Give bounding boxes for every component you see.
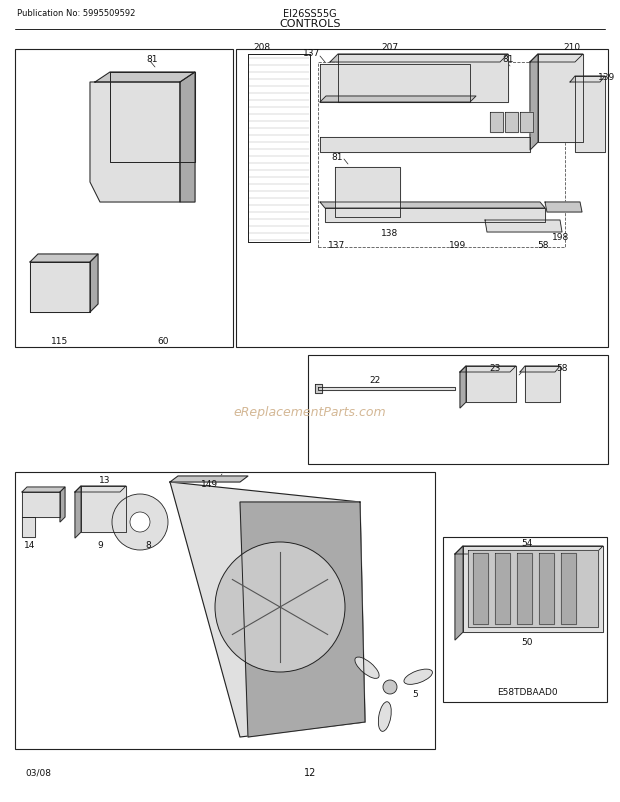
Text: 208: 208 bbox=[254, 43, 270, 52]
Polygon shape bbox=[60, 488, 65, 522]
Polygon shape bbox=[335, 168, 400, 217]
Text: eReplacementParts.com: eReplacementParts.com bbox=[234, 406, 386, 419]
Text: Publication No: 5995509592: Publication No: 5995509592 bbox=[17, 10, 135, 18]
Polygon shape bbox=[75, 486, 81, 538]
Bar bbox=[236, 50, 608, 347]
Text: 81: 81 bbox=[502, 55, 514, 63]
Polygon shape bbox=[240, 502, 365, 737]
Polygon shape bbox=[561, 553, 576, 624]
Text: 81: 81 bbox=[331, 153, 343, 162]
Text: 5: 5 bbox=[412, 690, 418, 699]
Ellipse shape bbox=[355, 657, 379, 678]
Text: EI26SS55G: EI26SS55G bbox=[283, 9, 337, 19]
Polygon shape bbox=[320, 138, 530, 153]
Text: 58: 58 bbox=[556, 364, 567, 373]
Polygon shape bbox=[525, 367, 560, 403]
Text: 23: 23 bbox=[489, 364, 501, 373]
Text: CONTROLS: CONTROLS bbox=[279, 19, 341, 29]
Polygon shape bbox=[490, 113, 503, 133]
Ellipse shape bbox=[404, 670, 432, 685]
Polygon shape bbox=[95, 73, 195, 83]
Text: 207: 207 bbox=[381, 43, 399, 52]
Polygon shape bbox=[455, 546, 463, 640]
Polygon shape bbox=[30, 263, 90, 313]
Text: 81: 81 bbox=[146, 55, 157, 63]
Polygon shape bbox=[315, 384, 322, 394]
Polygon shape bbox=[520, 367, 560, 373]
Polygon shape bbox=[170, 482, 365, 737]
Polygon shape bbox=[485, 221, 562, 233]
Bar bbox=[15, 472, 435, 749]
Polygon shape bbox=[318, 387, 455, 391]
Text: 22: 22 bbox=[370, 376, 381, 385]
Polygon shape bbox=[530, 55, 538, 151]
Polygon shape bbox=[520, 113, 533, 133]
Text: 9: 9 bbox=[97, 540, 103, 549]
Bar bbox=[318, 63, 565, 248]
Text: 03/08: 03/08 bbox=[25, 768, 51, 776]
Text: 115: 115 bbox=[51, 337, 69, 346]
Polygon shape bbox=[575, 77, 605, 153]
Polygon shape bbox=[505, 113, 518, 133]
Bar bbox=[308, 355, 608, 464]
Text: 138: 138 bbox=[381, 229, 399, 237]
Polygon shape bbox=[320, 203, 545, 209]
Bar bbox=[443, 537, 607, 702]
Polygon shape bbox=[22, 488, 65, 492]
Polygon shape bbox=[320, 97, 476, 103]
Polygon shape bbox=[466, 367, 516, 403]
Polygon shape bbox=[325, 209, 545, 223]
Polygon shape bbox=[330, 55, 508, 63]
Polygon shape bbox=[517, 553, 532, 624]
Text: 50: 50 bbox=[521, 638, 533, 646]
Text: 54: 54 bbox=[521, 538, 533, 547]
Polygon shape bbox=[338, 55, 508, 103]
Polygon shape bbox=[570, 77, 605, 83]
Text: 198: 198 bbox=[552, 233, 570, 241]
Polygon shape bbox=[473, 553, 488, 624]
Text: 8: 8 bbox=[145, 540, 151, 549]
Polygon shape bbox=[463, 546, 603, 632]
Text: 149: 149 bbox=[202, 480, 219, 489]
Text: E58TDBAAD0: E58TDBAAD0 bbox=[497, 687, 557, 697]
Text: 12: 12 bbox=[304, 767, 316, 777]
Text: 137: 137 bbox=[303, 50, 321, 59]
Text: 13: 13 bbox=[99, 476, 111, 485]
Polygon shape bbox=[455, 546, 603, 554]
Polygon shape bbox=[110, 73, 195, 163]
Polygon shape bbox=[75, 486, 126, 492]
Circle shape bbox=[112, 494, 168, 550]
Polygon shape bbox=[22, 492, 60, 517]
Polygon shape bbox=[320, 65, 470, 103]
Text: 58: 58 bbox=[538, 241, 549, 249]
Polygon shape bbox=[545, 203, 582, 213]
Polygon shape bbox=[539, 553, 554, 624]
Polygon shape bbox=[170, 476, 248, 482]
Circle shape bbox=[130, 512, 150, 533]
Text: 139: 139 bbox=[598, 74, 615, 83]
Polygon shape bbox=[495, 553, 510, 624]
Polygon shape bbox=[460, 367, 466, 408]
Polygon shape bbox=[90, 83, 180, 203]
Bar bbox=[15, 50, 233, 347]
Polygon shape bbox=[530, 55, 583, 63]
Polygon shape bbox=[460, 367, 516, 373]
Polygon shape bbox=[30, 255, 98, 263]
Text: 199: 199 bbox=[450, 241, 467, 249]
Text: 14: 14 bbox=[24, 540, 36, 549]
Text: 137: 137 bbox=[329, 241, 345, 249]
Polygon shape bbox=[81, 486, 126, 533]
Polygon shape bbox=[468, 550, 598, 627]
Circle shape bbox=[383, 680, 397, 695]
Polygon shape bbox=[22, 517, 35, 537]
Polygon shape bbox=[248, 55, 310, 243]
Text: 58: 58 bbox=[542, 223, 554, 233]
Circle shape bbox=[215, 542, 345, 672]
Text: 60: 60 bbox=[157, 337, 169, 346]
Polygon shape bbox=[538, 55, 583, 143]
Polygon shape bbox=[180, 73, 195, 203]
Polygon shape bbox=[90, 255, 98, 313]
Ellipse shape bbox=[378, 702, 391, 731]
Text: 210: 210 bbox=[564, 43, 580, 52]
